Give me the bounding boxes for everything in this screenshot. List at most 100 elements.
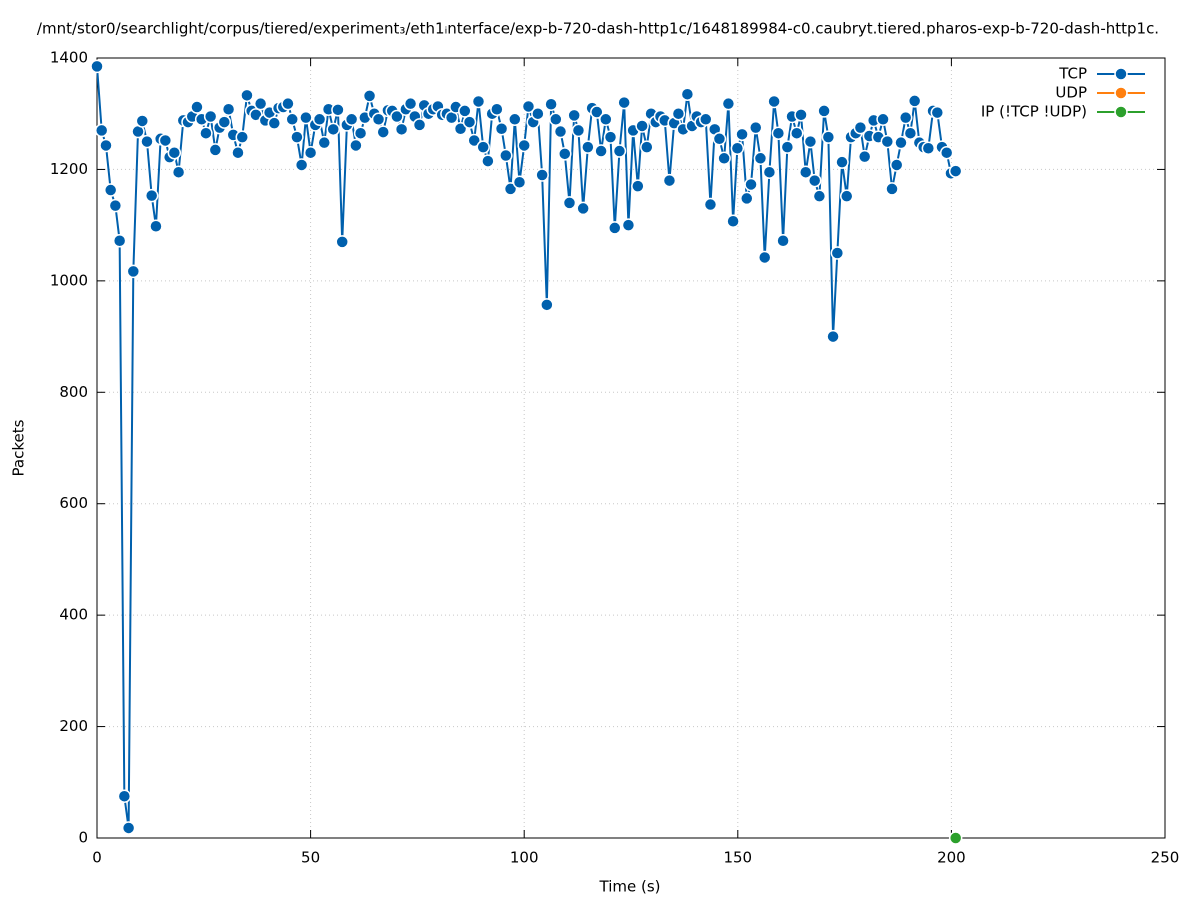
data-point bbox=[767, 94, 781, 109]
data-point bbox=[757, 250, 772, 265]
data-point bbox=[303, 145, 318, 160]
data-point bbox=[453, 122, 468, 136]
y-tick-label: 0 bbox=[78, 829, 88, 847]
x-tick-label: 250 bbox=[1151, 849, 1180, 867]
data-point bbox=[771, 126, 786, 140]
data-point bbox=[721, 96, 736, 111]
y-tick-label: 600 bbox=[59, 494, 88, 512]
data-point bbox=[730, 141, 745, 156]
data-point bbox=[640, 140, 654, 154]
data-point bbox=[889, 158, 904, 172]
data-point bbox=[135, 114, 150, 128]
data-point bbox=[117, 789, 132, 803]
data-point bbox=[717, 151, 731, 166]
data-point bbox=[299, 110, 313, 125]
data-point bbox=[748, 120, 763, 135]
y-tick-label: 400 bbox=[59, 606, 88, 624]
data-point bbox=[581, 140, 595, 154]
chart-title: /mnt/stor0/searchlight/corpus/tiered/exp… bbox=[37, 20, 1159, 38]
data-point bbox=[203, 109, 218, 124]
data-point bbox=[603, 130, 618, 144]
data-point bbox=[403, 96, 418, 111]
data-point bbox=[948, 164, 963, 178]
data-point bbox=[344, 112, 359, 127]
data-point bbox=[517, 138, 531, 153]
data-point bbox=[876, 112, 890, 127]
data-point bbox=[335, 235, 349, 249]
data-point bbox=[762, 165, 777, 179]
data-point bbox=[158, 133, 173, 148]
data-point bbox=[576, 201, 590, 216]
data-point bbox=[99, 138, 113, 153]
x-tick-label: 150 bbox=[723, 849, 752, 867]
data-point bbox=[521, 99, 536, 114]
data-point bbox=[544, 97, 558, 111]
data-point bbox=[317, 135, 332, 150]
data-point bbox=[608, 221, 622, 235]
legend-label: TCP bbox=[1058, 65, 1087, 83]
y-tick-label: 200 bbox=[59, 717, 88, 735]
data-point bbox=[744, 177, 758, 192]
x-tick-label: 0 bbox=[92, 849, 102, 867]
data-point bbox=[362, 89, 377, 103]
data-point bbox=[476, 140, 490, 154]
data-point bbox=[594, 144, 608, 158]
data-point bbox=[907, 94, 922, 108]
data-point bbox=[349, 138, 363, 153]
data-point bbox=[803, 134, 818, 149]
y-tick-label: 1400 bbox=[50, 49, 88, 67]
legend-label: IP (!TCP !UDP) bbox=[981, 103, 1087, 121]
data-point bbox=[371, 112, 386, 127]
data-point bbox=[531, 106, 545, 121]
x-tick-label: 50 bbox=[301, 849, 320, 867]
data-point bbox=[108, 198, 123, 213]
data-point bbox=[240, 88, 254, 103]
data-point bbox=[939, 145, 954, 160]
data-point bbox=[208, 143, 223, 157]
data-point bbox=[462, 115, 477, 129]
data-point bbox=[290, 130, 304, 144]
data-point bbox=[567, 108, 581, 123]
data-point bbox=[167, 145, 182, 160]
data-point bbox=[281, 96, 295, 111]
data-point bbox=[562, 196, 577, 210]
data-point bbox=[149, 219, 163, 234]
data-point bbox=[199, 126, 213, 140]
data-point bbox=[190, 100, 204, 114]
data-point bbox=[326, 122, 340, 137]
data-point bbox=[294, 158, 309, 172]
data-point bbox=[857, 149, 872, 164]
data-point bbox=[599, 112, 613, 127]
data-point bbox=[458, 104, 472, 118]
data-point bbox=[880, 134, 895, 149]
data-point bbox=[471, 94, 486, 109]
data-point bbox=[140, 134, 154, 149]
y-tick-label: 800 bbox=[59, 383, 88, 401]
data-point bbox=[671, 106, 686, 121]
data-point bbox=[512, 175, 527, 189]
data-point bbox=[835, 155, 849, 169]
data-point bbox=[503, 182, 518, 196]
data-point bbox=[549, 112, 563, 127]
data-point bbox=[312, 112, 327, 127]
data-point bbox=[662, 173, 677, 188]
data-point bbox=[794, 108, 808, 122]
x-tick-label: 200 bbox=[937, 849, 966, 867]
data-point bbox=[235, 130, 249, 144]
data-point bbox=[540, 298, 554, 312]
data-point bbox=[285, 112, 299, 127]
legend-label: UDP bbox=[1055, 84, 1087, 102]
data-point bbox=[635, 119, 649, 133]
data-point bbox=[798, 165, 813, 179]
data-point bbox=[826, 329, 840, 344]
data-point bbox=[885, 182, 899, 196]
data-point bbox=[699, 112, 713, 127]
y-tick-label: 1200 bbox=[50, 160, 88, 178]
data-point bbox=[948, 831, 963, 845]
data-point bbox=[490, 102, 504, 117]
data-point bbox=[740, 191, 754, 206]
data-point bbox=[353, 126, 368, 140]
data-point bbox=[90, 59, 104, 74]
data-point bbox=[121, 821, 136, 835]
